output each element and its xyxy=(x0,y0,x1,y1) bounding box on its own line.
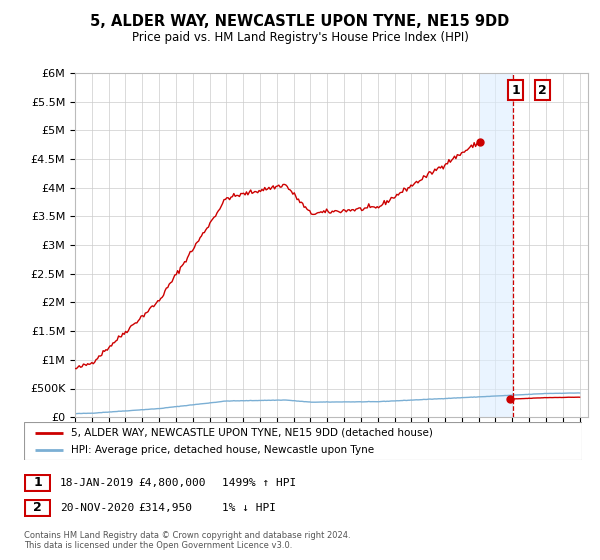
Text: 1499% ↑ HPI: 1499% ↑ HPI xyxy=(222,478,296,488)
Text: 2: 2 xyxy=(33,501,42,515)
FancyBboxPatch shape xyxy=(25,500,50,516)
FancyBboxPatch shape xyxy=(25,475,50,491)
Text: Contains HM Land Registry data © Crown copyright and database right 2024.
This d: Contains HM Land Registry data © Crown c… xyxy=(24,531,350,550)
Text: £4,800,000: £4,800,000 xyxy=(138,478,205,488)
Text: 18-JAN-2019: 18-JAN-2019 xyxy=(60,478,134,488)
Text: 20-NOV-2020: 20-NOV-2020 xyxy=(60,503,134,513)
Text: HPI: Average price, detached house, Newcastle upon Tyne: HPI: Average price, detached house, Newc… xyxy=(71,445,374,455)
Text: 1: 1 xyxy=(511,83,520,96)
Bar xyxy=(479,73,513,417)
Text: 2: 2 xyxy=(538,83,547,96)
Text: Price paid vs. HM Land Registry's House Price Index (HPI): Price paid vs. HM Land Registry's House … xyxy=(131,31,469,44)
Text: 5, ALDER WAY, NEWCASTLE UPON TYNE, NE15 9DD (detached house): 5, ALDER WAY, NEWCASTLE UPON TYNE, NE15 … xyxy=(71,427,433,437)
Text: 1% ↓ HPI: 1% ↓ HPI xyxy=(222,503,276,513)
Text: £314,950: £314,950 xyxy=(138,503,192,513)
Text: 1: 1 xyxy=(33,476,42,489)
Text: 5, ALDER WAY, NEWCASTLE UPON TYNE, NE15 9DD: 5, ALDER WAY, NEWCASTLE UPON TYNE, NE15 … xyxy=(91,14,509,29)
FancyBboxPatch shape xyxy=(24,422,582,460)
